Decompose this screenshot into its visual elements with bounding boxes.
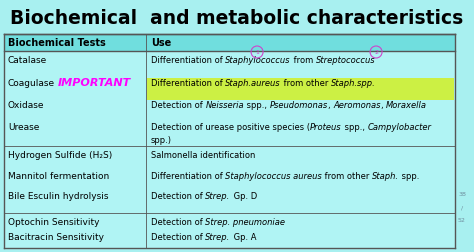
- Text: /: /: [461, 205, 463, 210]
- Text: Differentiation of: Differentiation of: [151, 56, 226, 65]
- Text: ,: ,: [328, 101, 333, 110]
- Text: Detection of: Detection of: [151, 233, 205, 242]
- Text: Differentiation of: Differentiation of: [151, 172, 226, 181]
- Text: Aeromonas: Aeromonas: [333, 101, 381, 110]
- Text: Salmonella identification: Salmonella identification: [151, 151, 255, 160]
- Text: Hydrogen Sulfide (H₂S): Hydrogen Sulfide (H₂S): [8, 151, 112, 160]
- Text: Oxidase: Oxidase: [8, 101, 45, 110]
- Text: Bacitracin Sensitivity: Bacitracin Sensitivity: [8, 233, 104, 242]
- Text: Gp. D: Gp. D: [231, 192, 257, 201]
- Text: Differentiation of: Differentiation of: [151, 79, 226, 87]
- Text: Staphylococcus: Staphylococcus: [226, 56, 291, 65]
- Text: Strep.: Strep.: [205, 192, 231, 201]
- Text: spp.: spp.: [399, 172, 419, 181]
- Text: Detection of: Detection of: [151, 101, 205, 110]
- Text: Gp. A: Gp. A: [231, 233, 256, 242]
- Text: 2: 2: [374, 49, 378, 54]
- Text: Staphylococcus aureus: Staphylococcus aureus: [226, 172, 322, 181]
- Text: Biochemical Tests: Biochemical Tests: [8, 38, 106, 47]
- Text: Campylobacter: Campylobacter: [367, 123, 431, 133]
- Text: Use: Use: [151, 38, 171, 47]
- Text: spp.,: spp.,: [342, 123, 367, 133]
- Text: Moraxella: Moraxella: [386, 101, 427, 110]
- Text: Strep.: Strep.: [205, 233, 231, 242]
- Bar: [4, 34, 455, 51]
- Text: Detection of: Detection of: [151, 218, 205, 227]
- Text: ,: ,: [381, 101, 386, 110]
- Text: Proteus: Proteus: [310, 123, 342, 133]
- Text: Detection of urease positive species (: Detection of urease positive species (: [151, 123, 310, 133]
- Text: Mannitol fermentation: Mannitol fermentation: [8, 172, 109, 181]
- Text: from other: from other: [281, 79, 331, 87]
- Text: Staph.: Staph.: [372, 172, 399, 181]
- Text: Detection of: Detection of: [151, 192, 205, 201]
- Text: from other: from other: [322, 172, 372, 181]
- Text: from: from: [291, 56, 316, 65]
- Text: Catalase: Catalase: [8, 56, 47, 65]
- Text: IMPORTANT: IMPORTANT: [58, 78, 131, 87]
- Text: Urease: Urease: [8, 123, 39, 133]
- Text: Pseudomonas: Pseudomonas: [270, 101, 328, 110]
- Text: 1: 1: [255, 49, 259, 54]
- Text: Staph.spp.: Staph.spp.: [331, 79, 376, 87]
- Text: Staph.aureus: Staph.aureus: [226, 79, 281, 87]
- Text: Biochemical  and metabolic characteristics: Biochemical and metabolic characteristic…: [10, 9, 464, 27]
- Text: spp.): spp.): [151, 136, 172, 145]
- Text: Streptococcus: Streptococcus: [316, 56, 375, 65]
- Text: Optochin Sensitivity: Optochin Sensitivity: [8, 218, 100, 227]
- Text: Neisseria: Neisseria: [205, 101, 244, 110]
- Text: 52: 52: [458, 218, 466, 224]
- Text: Bile Esculin hydrolysis: Bile Esculin hydrolysis: [8, 192, 109, 201]
- Text: 38: 38: [458, 193, 466, 198]
- Text: spp.,: spp.,: [244, 101, 270, 110]
- Bar: [147, 78, 454, 100]
- Bar: [4, 34, 455, 248]
- Text: Coagulase: Coagulase: [8, 79, 55, 87]
- Text: Strep. pneumoniae: Strep. pneumoniae: [205, 218, 285, 227]
